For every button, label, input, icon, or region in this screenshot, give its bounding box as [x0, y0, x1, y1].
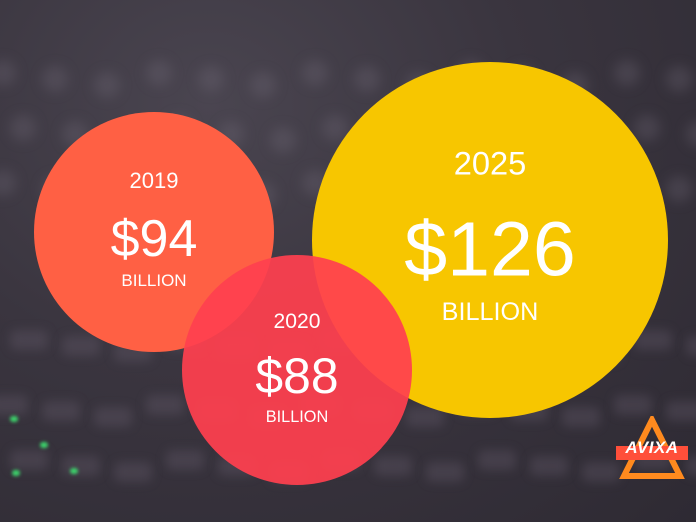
backdrop-shape [322, 115, 348, 141]
backdrop-shape [166, 450, 204, 470]
backdrop-led [12, 470, 20, 476]
backdrop-shape [562, 407, 600, 427]
backdrop-shape [10, 115, 36, 141]
bubble-unit-label: BILLION [121, 271, 186, 290]
backdrop-led [70, 468, 78, 474]
bubble-value-label: $94 [111, 210, 198, 268]
backdrop-shape [478, 450, 516, 470]
bubble-unit-label: BILLION [266, 408, 328, 426]
backdrop-shape [614, 395, 652, 415]
logo-mark-icon [616, 413, 688, 479]
backdrop-shape [0, 60, 16, 86]
backdrop-shape [374, 456, 412, 476]
backdrop-shape [302, 60, 328, 86]
bubble-year-label: 2020 [274, 310, 321, 333]
bubble-year-label: 2019 [130, 168, 179, 193]
backdrop-led [40, 442, 48, 448]
bubble-2020: 2020 $88 BILLION [182, 255, 412, 485]
backdrop-shape [666, 401, 696, 421]
backdrop-shape [94, 407, 132, 427]
bubble-unit-label: BILLION [442, 298, 539, 326]
backdrop-shape [666, 66, 692, 92]
backdrop-shape [146, 60, 172, 86]
backdrop-shape [426, 462, 464, 482]
backdrop-shape [634, 115, 660, 141]
bubble-value-label: $126 [404, 207, 576, 293]
backdrop-shape [10, 330, 48, 350]
backdrop-shape [686, 456, 696, 476]
backdrop-shape [94, 72, 120, 98]
backdrop-shape [530, 456, 568, 476]
backdrop-shape [582, 462, 620, 482]
backdrop-shape [146, 395, 184, 415]
backdrop-shape [250, 72, 276, 98]
backdrop-shape [0, 170, 16, 196]
backdrop-shape [114, 462, 152, 482]
backdrop-shape [62, 336, 100, 356]
bubble-value-label: $88 [255, 348, 338, 404]
backdrop-shape [666, 176, 692, 202]
backdrop-shape [198, 66, 224, 92]
backdrop-shape [686, 121, 696, 147]
backdrop-shape [270, 127, 296, 153]
backdrop-shape [406, 407, 444, 427]
avixa-logo: AVIXA [614, 413, 690, 482]
backdrop-shape [0, 395, 28, 415]
backdrop-shape [686, 336, 696, 356]
backdrop-shape [42, 401, 80, 421]
bubble-circle-2020 [182, 255, 412, 485]
backdrop-led [10, 416, 18, 422]
logo-text: AVIXA [625, 438, 679, 457]
bubble-year-label: 2025 [454, 145, 527, 182]
backdrop-shape [634, 330, 672, 350]
bubbles-group: 2019 $94 BILLION 2025 $126 BILLION 2020 $88 BILL… [34, 62, 668, 485]
backdrop-shape [10, 450, 48, 470]
backdrop-shape [614, 60, 640, 86]
backdrop-shape [354, 66, 380, 92]
backdrop-shape [42, 66, 68, 92]
